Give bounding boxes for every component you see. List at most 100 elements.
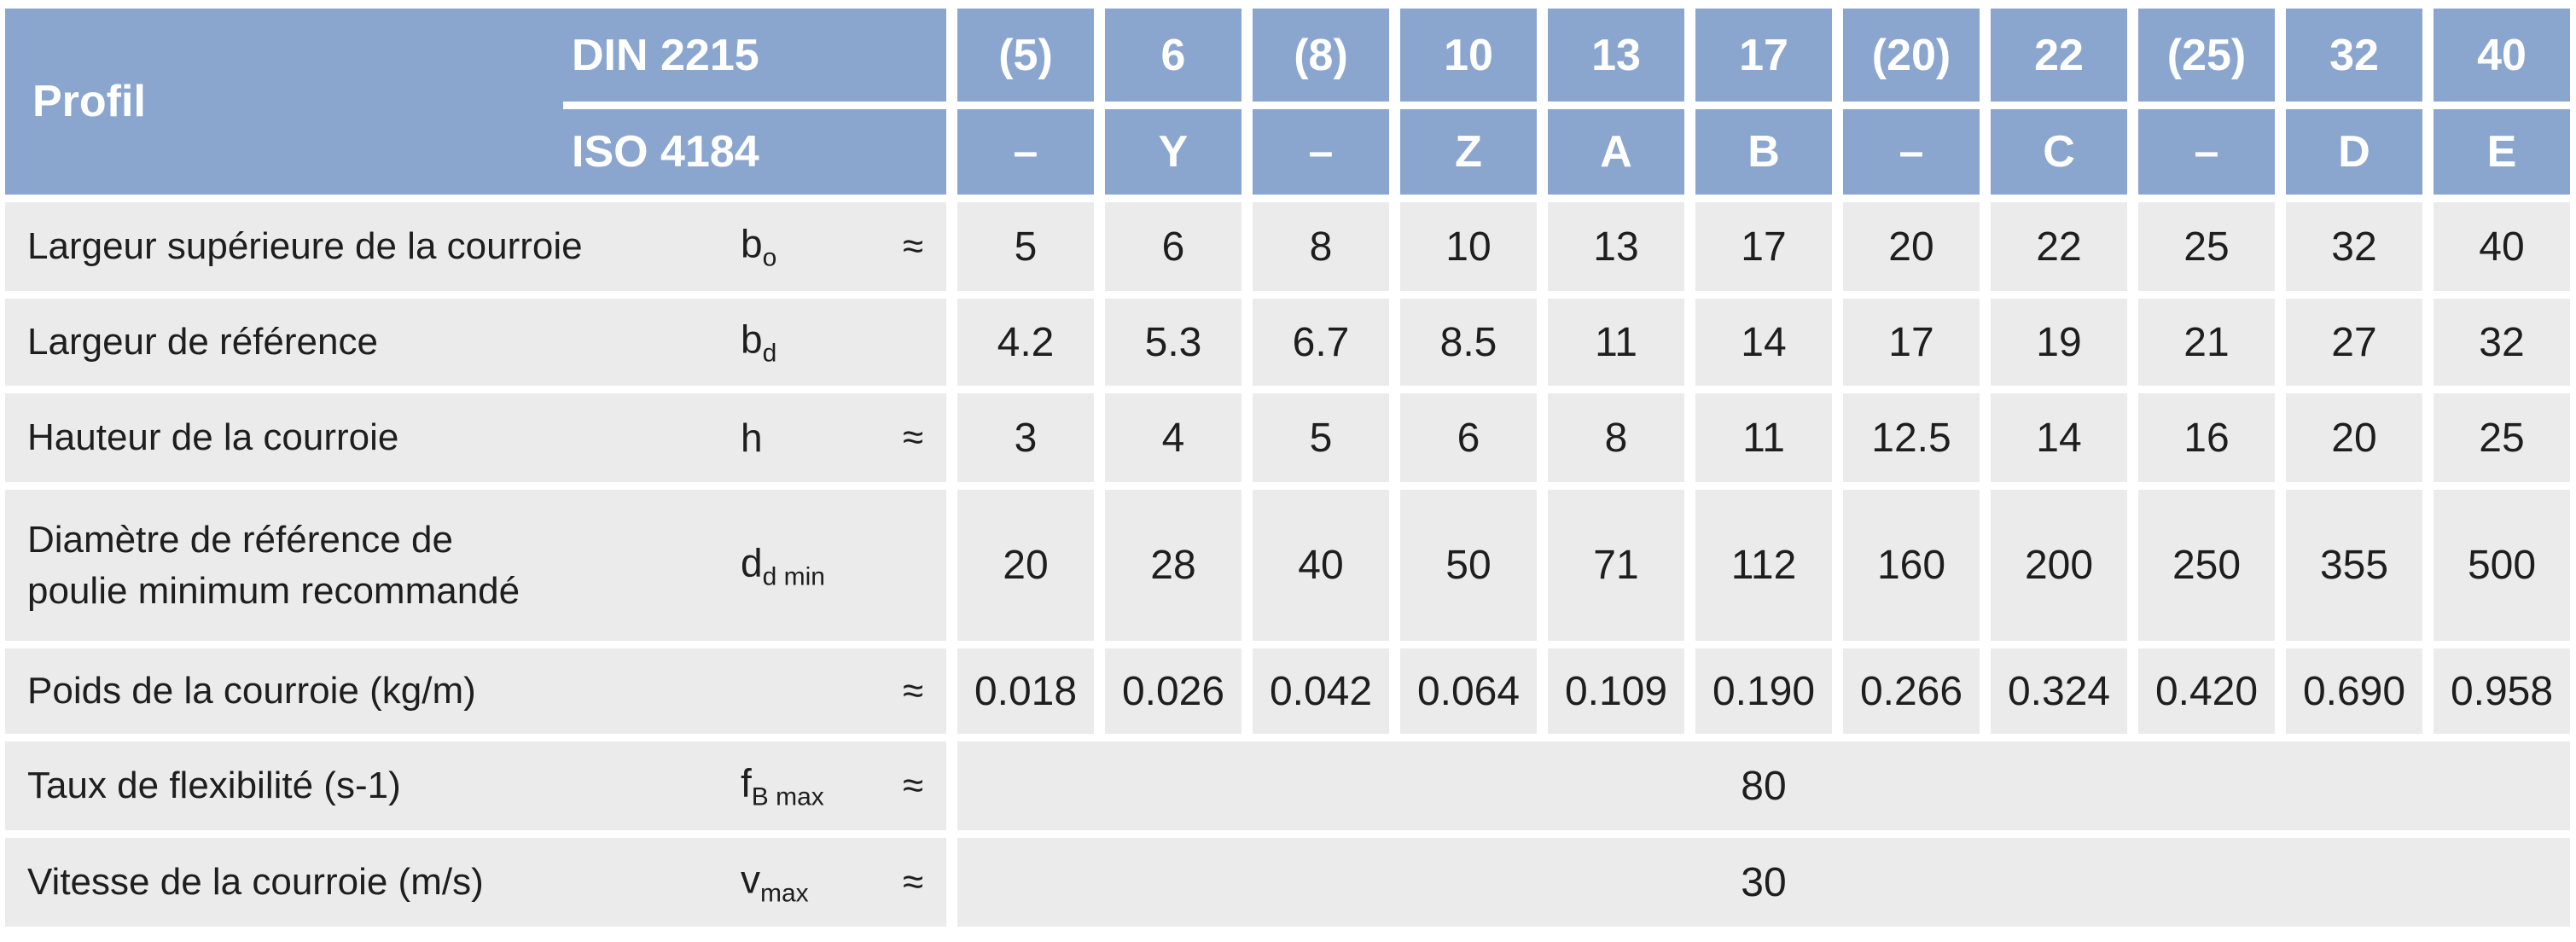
table-cell: 8.5: [1400, 299, 1537, 386]
iso-label: ISO 4184: [572, 127, 759, 177]
table-cell: 13: [1548, 202, 1684, 291]
table-cell: 0.190: [1695, 648, 1832, 734]
table-cell: 500: [2434, 490, 2570, 641]
approx-sign: ≈: [903, 670, 924, 712]
table-cell: 14: [1991, 393, 2127, 482]
merged-value-cell: 30: [957, 838, 2570, 927]
table-cell: 0.266: [1843, 648, 1980, 734]
din-column-header: 17: [1695, 9, 1832, 102]
table-cell: 21: [2138, 299, 2275, 386]
din-column-header: 6: [1105, 9, 1241, 102]
row-label: Vitesse de la courroie (m/s): [27, 861, 484, 903]
table-cell: 5.3: [1105, 299, 1241, 386]
row-label-cell: Largeur supérieure de la courroie bo ≈: [5, 202, 946, 291]
row-label: Taux de flexibilité (s-1): [27, 765, 401, 806]
row-label-cell: Hauteur de la courroie h ≈: [5, 393, 946, 482]
row-label: Poids de la courroie (kg/m): [27, 670, 476, 712]
table-cell: 20: [957, 490, 1094, 641]
table-cell: 355: [2286, 490, 2422, 641]
row-label: Largeur supérieure de la courroie: [27, 225, 583, 267]
table-cell: 71: [1548, 490, 1684, 641]
row-label: Largeur de référence: [27, 321, 378, 363]
din-column-header: 10: [1400, 9, 1537, 102]
symbol-main: f: [741, 760, 752, 805]
table-cell: 32: [2434, 299, 2570, 386]
table-cell: 25: [2138, 202, 2275, 291]
din-column-header: (8): [1253, 9, 1389, 102]
row-label-cell: Taux de flexibilité (s-1) fB max ≈: [5, 741, 946, 830]
din-column-header: 22: [1991, 9, 2127, 102]
row-symbol: dd min: [741, 539, 825, 591]
table-cell: 12.5: [1843, 393, 1980, 482]
table-cell: 32: [2286, 202, 2422, 291]
table-cell: 14: [1695, 299, 1832, 386]
iso-column-header: A: [1548, 109, 1684, 195]
iso-column-header: –: [957, 109, 1094, 195]
symbol-subscript: d min: [762, 562, 825, 590]
din-label: DIN 2215: [572, 30, 759, 80]
approx-sign: ≈: [903, 225, 924, 267]
table-cell: 11: [1548, 299, 1684, 386]
din-column-header: (20): [1843, 9, 1980, 102]
row-label-cell: Poids de la courroie (kg/m) ≈: [5, 648, 946, 734]
table-cell: 17: [1695, 202, 1832, 291]
table-cell: 0.958: [2434, 648, 2570, 734]
merged-value-cell: 80: [957, 741, 2570, 830]
table-cell: 112: [1695, 490, 1832, 641]
table-cell: 5: [1253, 393, 1389, 482]
table-cell: 16: [2138, 393, 2275, 482]
row-symbol: bd: [741, 317, 776, 369]
table-cell: 50: [1400, 490, 1537, 641]
din-column-header: (25): [2138, 9, 2275, 102]
approx-sign: ≈: [903, 861, 924, 903]
header-divider: [563, 102, 946, 109]
iso-column-header: –: [2138, 109, 2275, 195]
table-cell: 4.2: [957, 299, 1094, 386]
table-cell: 10: [1400, 202, 1537, 291]
approx-sign: ≈: [903, 416, 924, 458]
row-label: Hauteur de la courroie: [27, 416, 399, 458]
table-cell: 5: [957, 202, 1094, 291]
row-label-cell: Diamètre de référence de poulie minimum …: [5, 490, 946, 641]
din-column-header: 40: [2434, 9, 2570, 102]
din-column-header: 32: [2286, 9, 2422, 102]
iso-column-header: –: [1843, 109, 1980, 195]
table-cell: 17: [1843, 299, 1980, 386]
iso-column-header: C: [1991, 109, 2127, 195]
symbol-subscript: B max: [751, 782, 824, 811]
row-label-cell: Vitesse de la courroie (m/s) vmax ≈: [5, 838, 946, 927]
symbol-main: b: [741, 221, 763, 266]
table-cell: 6: [1400, 393, 1537, 482]
symbol-main: v: [741, 857, 760, 902]
table-cell: 6: [1105, 202, 1241, 291]
table-cell: 200: [1991, 490, 2127, 641]
iso-column-header: E: [2434, 109, 2570, 195]
belt-profile-table: Profil DIN 2215 ISO 4184 (5) 6 (8) 10 13 17 (2…: [5, 9, 2570, 927]
iso-column-header: D: [2286, 109, 2422, 195]
approx-sign: ≈: [903, 765, 924, 806]
profil-title: Profil: [32, 77, 146, 126]
row-symbol: fB max: [741, 760, 824, 812]
symbol-main: d: [741, 540, 763, 584]
table-cell: 3: [957, 393, 1094, 482]
iso-column-header: B: [1695, 109, 1832, 195]
iso-column-header: –: [1253, 109, 1389, 195]
table-cell: 22: [1991, 202, 2127, 291]
table-cell: 8: [1548, 393, 1684, 482]
table-cell: 0.690: [2286, 648, 2422, 734]
table-cell: 250: [2138, 490, 2275, 641]
table-cell: 40: [1253, 490, 1389, 641]
table-cell: 11: [1695, 393, 1832, 482]
table-cell: 8: [1253, 202, 1389, 291]
table-cell: 20: [1843, 202, 1980, 291]
symbol-subscript: max: [760, 879, 809, 908]
table-cell: 40: [2434, 202, 2570, 291]
row-symbol: h: [741, 415, 763, 461]
table-cell: 0.324: [1991, 648, 2127, 734]
table-cell: 0.109: [1548, 648, 1684, 734]
symbol-subscript: o: [762, 243, 777, 272]
table-cell: 20: [2286, 393, 2422, 482]
row-symbol: vmax: [741, 857, 809, 909]
row-label: Diamètre de référence de poulie minimum …: [27, 518, 520, 612]
iso-column-header: Z: [1400, 109, 1537, 195]
